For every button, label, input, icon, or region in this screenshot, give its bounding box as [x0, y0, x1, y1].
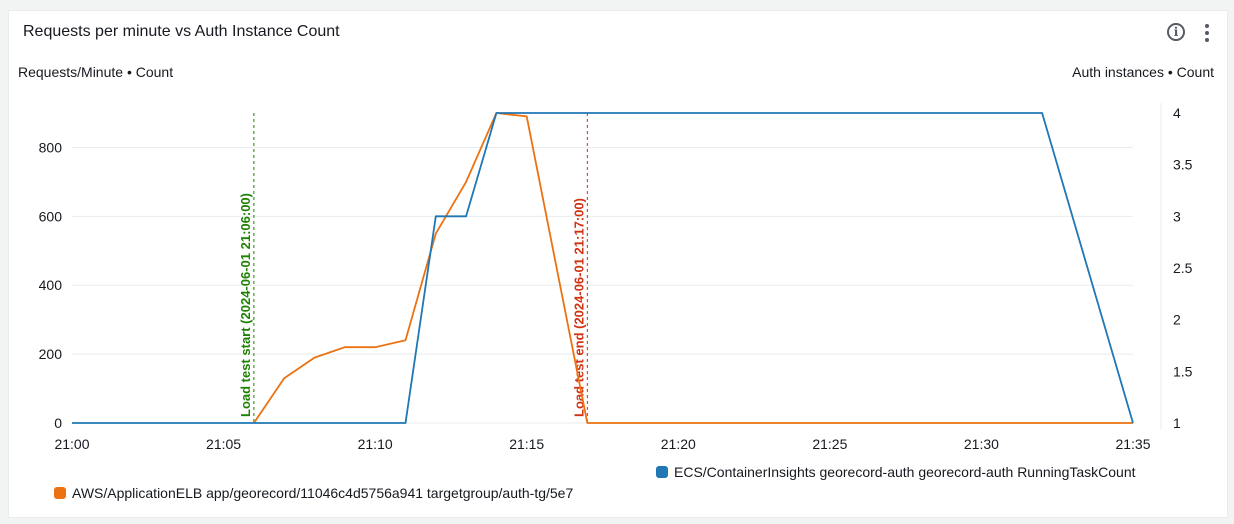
x-tick-label: 21:25	[812, 436, 847, 452]
series-line-running-task-count	[72, 112, 1134, 424]
y-axis-right-title: Auth instances • Count	[1072, 64, 1214, 80]
y-right-tick-label: 1	[1173, 415, 1181, 431]
legend-item-running-task-count[interactable]: ECS/ContainerInsights georecord-auth geo…	[656, 464, 1136, 480]
x-tick-label: 21:00	[54, 436, 89, 452]
more-vertical-icon[interactable]	[1201, 22, 1213, 44]
y-right-tick-label: 3.5	[1173, 157, 1193, 173]
x-axis-ticks: 21:00 21:05 21:10 21:15 21:20 21:25 21:30 21:35	[54, 436, 1150, 452]
legend-item-elb-requests[interactable]: AWS/ApplicationELB app/georecord/11046c4…	[54, 485, 610, 501]
y-left-tick-label: 600	[39, 208, 63, 224]
grid-lines	[72, 103, 1162, 429]
y-right-tick-label: 4	[1173, 105, 1181, 121]
dashboard-widget: Requests per minute vs Auth Instance Cou…	[8, 10, 1228, 518]
y-axis-left-ticks: 0 200 400 600 800	[39, 139, 63, 431]
series-lines	[72, 112, 1134, 424]
x-tick-label: 21:35	[1115, 436, 1150, 452]
legend-swatch	[656, 466, 668, 478]
y-axis-right-ticks: 1 1.5 2 2.5 3 3.5 4	[1173, 105, 1193, 431]
y-left-tick-label: 400	[39, 277, 63, 293]
legend-label: ECS/ContainerInsights georecord-auth geo…	[674, 464, 1136, 480]
y-right-tick-label: 2.5	[1173, 260, 1193, 276]
widget-title: Requests per minute vs Auth Instance Cou…	[23, 23, 340, 40]
x-tick-label: 21:10	[358, 436, 393, 452]
y-left-tick-label: 200	[39, 346, 63, 362]
legend-label: AWS/ApplicationELB app/georecord/11046c4…	[72, 485, 574, 501]
y-right-tick-label: 1.5	[1173, 363, 1193, 379]
y-left-tick-label: 0	[54, 415, 62, 431]
x-tick-label: 21:20	[661, 436, 696, 452]
legend-swatch	[54, 487, 66, 499]
x-tick-label: 21:05	[206, 436, 241, 452]
y-right-tick-label: 3	[1173, 208, 1181, 224]
annotation-label-start: Load test start (2024-06-01 21:06:00)	[238, 193, 253, 417]
y-left-tick-label: 800	[39, 139, 63, 155]
x-tick-label: 21:30	[964, 436, 999, 452]
x-tick-label: 21:15	[509, 436, 544, 452]
series-line-elb-requests	[253, 112, 1133, 424]
info-icon[interactable]: i	[1167, 23, 1185, 41]
y-axis-left-title: Requests/Minute • Count	[18, 64, 174, 80]
y-right-tick-label: 2	[1173, 312, 1181, 328]
